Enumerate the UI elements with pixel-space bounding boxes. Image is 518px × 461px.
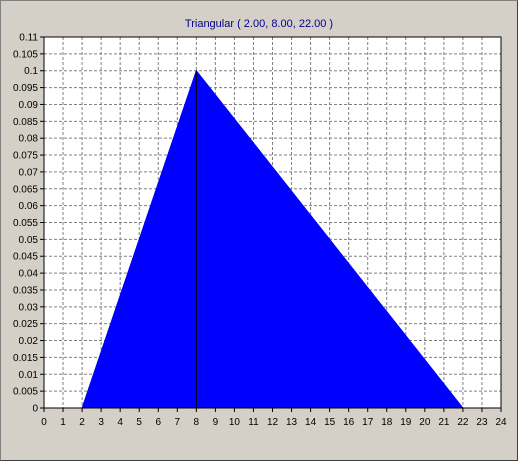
- x-tick-label: 1: [60, 417, 66, 428]
- y-tick-label: 0.055: [13, 218, 38, 229]
- y-tick-label: 0: [32, 404, 38, 415]
- y-tick-label: 0.005: [13, 387, 38, 398]
- x-tick-label: 10: [229, 417, 241, 428]
- x-tick-labels: 0 1 2 3 4 5 6 7 8 9 10 11 12 13 14 15 16 17 18 19 20 21 22 23 24: [41, 408, 507, 428]
- x-tick-label: 19: [400, 417, 412, 428]
- x-tick-label: 15: [324, 417, 336, 428]
- x-tick-label: 3: [98, 417, 104, 428]
- x-tick-label: 5: [136, 417, 142, 428]
- y-tick-label: 0.01: [19, 370, 39, 381]
- x-tick-label: 14: [305, 417, 317, 428]
- y-tick-label: 0.065: [13, 184, 38, 195]
- x-tick-label: 2: [79, 417, 85, 428]
- y-tick-label: 0.045: [13, 252, 38, 263]
- y-tick-label: 0.11: [19, 33, 38, 44]
- x-tick-label: 17: [362, 417, 374, 428]
- x-tick-label: 21: [438, 417, 450, 428]
- x-tick-label: 24: [495, 417, 507, 428]
- x-tick-label: 4: [117, 417, 123, 428]
- y-tick-label: 0.035: [13, 285, 38, 296]
- y-tick-label: 0.09: [19, 100, 39, 111]
- y-tick-label: 0.06: [19, 201, 39, 212]
- x-tick-label: 9: [213, 417, 219, 428]
- y-tick-label: 0.08: [19, 134, 39, 145]
- x-tick-label: 12: [267, 417, 279, 428]
- y-tick-label: 0.025: [13, 319, 38, 330]
- x-tick-label: 20: [419, 417, 431, 428]
- x-tick-label: 8: [194, 417, 200, 428]
- y-tick-label: 0.095: [13, 83, 38, 94]
- x-tick-label: 22: [457, 417, 469, 428]
- y-tick-labels: 0 0.005 0.01 0.015 0.02 0.025 0.03 0.035 0.04 0.0…: [13, 33, 44, 415]
- x-tick-label: 16: [343, 417, 355, 428]
- y-tick-label: 0.085: [13, 117, 38, 128]
- x-tick-label: 7: [175, 417, 181, 428]
- x-tick-label: 0: [41, 417, 47, 428]
- y-tick-label: 0.105: [13, 49, 38, 60]
- y-tick-label: 0.075: [13, 151, 38, 162]
- x-tick-label: 18: [381, 417, 393, 428]
- y-tick-label: 0.1: [24, 66, 38, 77]
- x-tick-label: 11: [248, 417, 259, 428]
- y-tick-label: 0.07: [19, 167, 39, 178]
- y-tick-label: 0.03: [19, 302, 39, 313]
- x-tick-label: 23: [476, 417, 488, 428]
- y-tick-label: 0.015: [13, 353, 38, 364]
- chart-title: Triangular ( 2.00, 8.00, 22.00 ): [185, 18, 333, 30]
- x-tick-label: 13: [286, 417, 298, 428]
- x-tick-label: 6: [155, 417, 161, 428]
- y-tick-label: 0.05: [19, 235, 39, 246]
- y-tick-label: 0.04: [19, 269, 39, 280]
- y-tick-label: 0.02: [19, 336, 39, 347]
